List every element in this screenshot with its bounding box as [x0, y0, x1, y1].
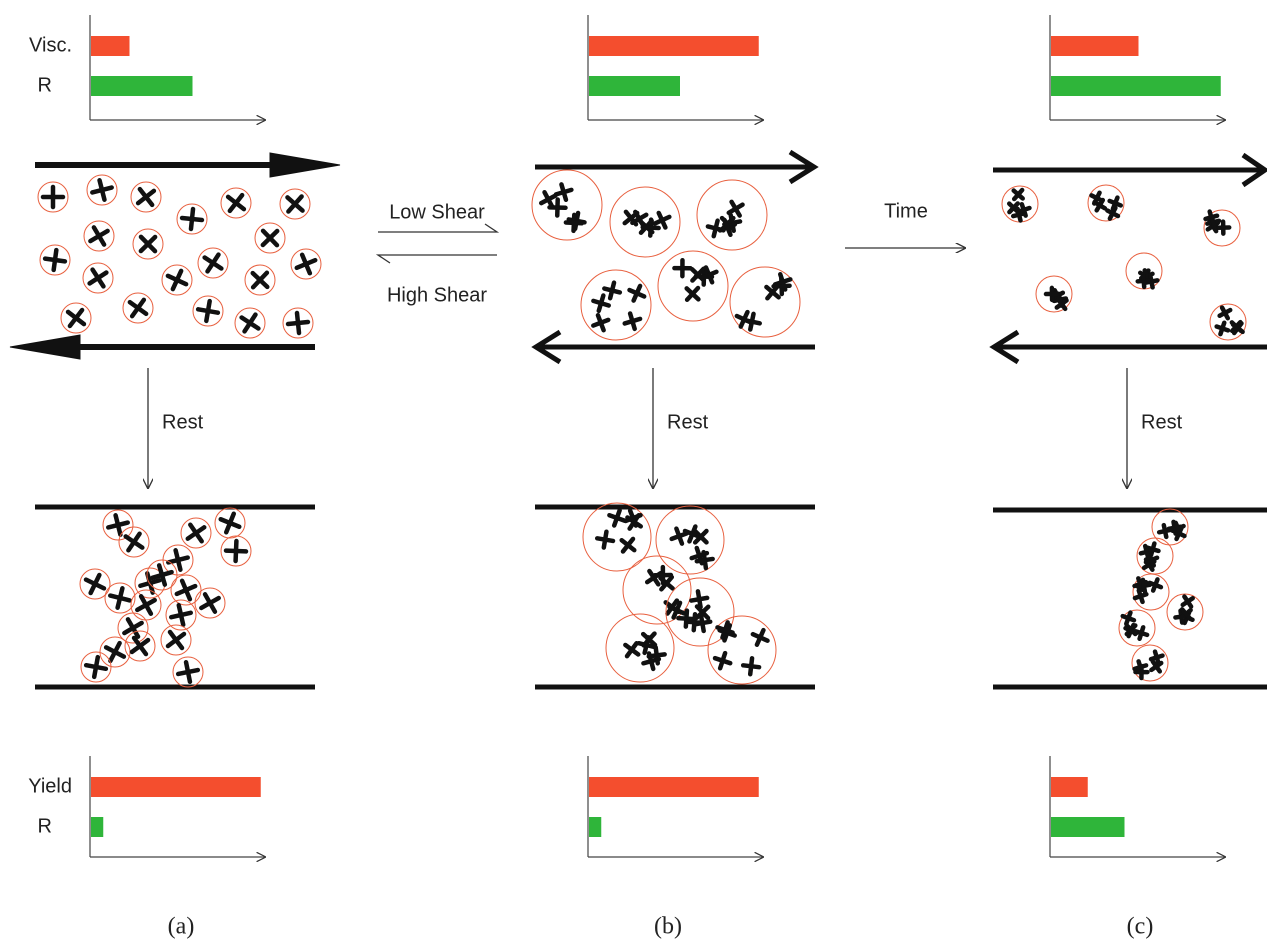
bar: [91, 36, 130, 56]
particle-arm: [1159, 530, 1171, 532]
bar: [589, 76, 680, 96]
particle-arm: [750, 658, 752, 674]
particle-ring: [610, 187, 680, 257]
particle-arm: [190, 525, 201, 541]
bar: [91, 76, 193, 96]
rest-label: Rest: [162, 411, 204, 433]
particle-arm: [86, 665, 106, 669]
particle-arm: [676, 529, 682, 544]
figure: Low Shear High Shear Time Visc. R Yield R Re…: [0, 0, 1267, 945]
particle-arm: [186, 662, 190, 682]
particle-arm: [1143, 580, 1145, 592]
transition-label: Time: [884, 200, 928, 222]
caption: (b): [654, 914, 682, 940]
particle-arm: [288, 322, 308, 324]
particle-arm: [171, 613, 190, 617]
particle-arm: [100, 180, 105, 199]
particle-arm: [1145, 546, 1148, 558]
particle-arm: [593, 301, 608, 306]
particle-arm: [1155, 652, 1159, 663]
particle-arm: [176, 550, 181, 569]
bar: [1051, 777, 1088, 797]
particle-arm: [678, 618, 694, 619]
particle-arm: [630, 314, 635, 329]
particle-arm: [116, 515, 121, 534]
bar: [91, 777, 261, 797]
bar-label: R: [38, 74, 52, 96]
particle-arm: [1220, 323, 1224, 334]
particle-arm: [598, 315, 604, 330]
particle-arm: [691, 598, 707, 601]
particle-arm: [1153, 579, 1157, 590]
particles: [38, 170, 1246, 687]
particle-arm: [614, 510, 619, 525]
transition-label: High Shear: [387, 284, 487, 306]
bar-label: R: [38, 815, 52, 837]
transition-label: Low Shear: [389, 201, 485, 223]
particle-ring: [658, 251, 728, 321]
particle-arm: [656, 647, 658, 663]
particle-arm: [744, 320, 760, 323]
bar: [1051, 76, 1221, 96]
particle-ring: [532, 170, 602, 240]
bar: [1051, 817, 1125, 837]
bar-label: Visc.: [29, 34, 72, 56]
particle-arm: [1139, 590, 1143, 601]
particle-arm: [45, 259, 65, 262]
bar: [589, 817, 601, 837]
particle-arm: [1212, 216, 1215, 228]
particle-arm: [715, 658, 730, 663]
particle-arm: [659, 213, 666, 228]
particle-arm: [226, 551, 246, 552]
caption: (c): [1127, 914, 1154, 940]
particle-arm: [645, 637, 649, 653]
particle-arm: [1220, 310, 1231, 316]
particle-arm: [182, 218, 202, 220]
particle-arm: [630, 290, 645, 296]
particle-arm: [694, 614, 695, 630]
particle-arm: [1092, 195, 1103, 200]
particle-ring: [606, 614, 674, 682]
bar: [589, 777, 759, 797]
particle-arm: [566, 222, 582, 223]
equilibrium-arrow: [378, 224, 497, 232]
bar-label: Yield: [28, 775, 72, 797]
caption: (a): [168, 914, 195, 940]
bar: [91, 817, 103, 837]
particle-arm: [110, 596, 129, 601]
particle-arm: [1123, 616, 1134, 620]
particle-arm: [1143, 275, 1144, 287]
particle-ring: [581, 270, 651, 340]
particle-arm: [714, 221, 718, 237]
equilibrium-arrow: [378, 255, 497, 263]
rest-label: Rest: [1141, 411, 1183, 433]
particle-arm: [610, 283, 614, 299]
particle-arm: [604, 532, 607, 548]
particle-arm: [561, 184, 566, 199]
rest-label: Rest: [667, 411, 709, 433]
bar: [589, 36, 759, 56]
particle-arm: [206, 301, 209, 321]
particle-arm: [757, 630, 764, 645]
particle-arm: [643, 227, 659, 228]
bar: [1051, 36, 1139, 56]
